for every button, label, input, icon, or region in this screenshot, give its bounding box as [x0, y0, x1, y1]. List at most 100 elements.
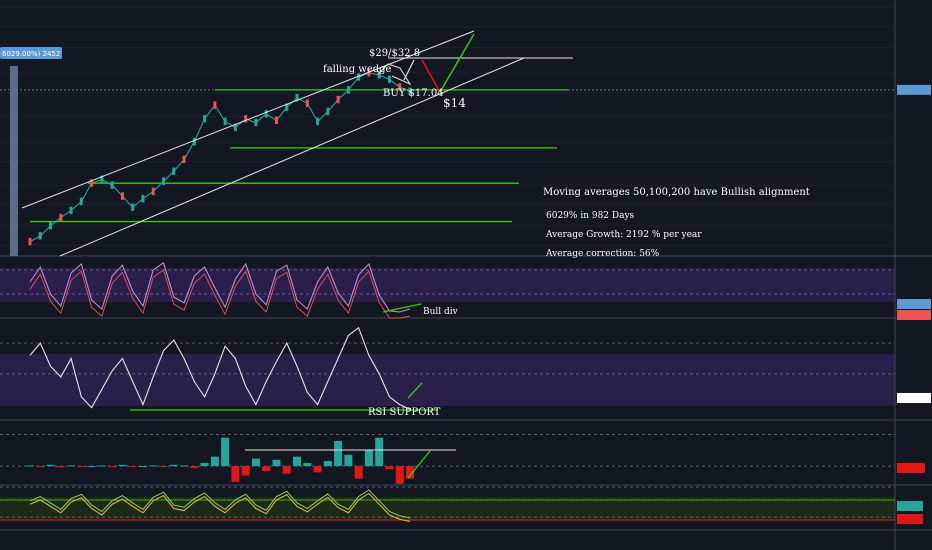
macd-histogram-bar	[272, 459, 281, 467]
rsi-support-note: RSI SUPPORT	[368, 407, 441, 418]
price-candle	[141, 194, 145, 203]
price-candle	[316, 117, 320, 126]
macd-histogram-bar	[138, 466, 147, 468]
osc-series-line	[29, 492, 411, 522]
low-annotation: $14	[443, 96, 466, 110]
trend-drawings	[21, 30, 573, 479]
macd-histogram-bar	[241, 466, 250, 476]
macd-histogram-bar	[36, 466, 45, 468]
macd-histogram-bar	[180, 465, 189, 467]
price-candle	[254, 118, 258, 127]
volume-bar	[10, 66, 18, 256]
price-candle	[357, 73, 361, 81]
price-candle	[192, 137, 196, 146]
price-candle	[377, 71, 381, 79]
macd-histogram-bar	[67, 465, 76, 467]
macd-histogram-bar	[293, 456, 302, 467]
macd-histogram-bar	[200, 462, 209, 467]
macd-histogram-bar	[169, 464, 178, 467]
macd-histogram-bar	[87, 466, 96, 468]
price-candle	[213, 101, 217, 109]
macd-histogram-bar	[282, 466, 291, 474]
indicator-bands	[0, 268, 895, 521]
price-candle	[59, 213, 63, 222]
macd-histogram-bar	[313, 466, 322, 473]
breakout-arrow	[403, 59, 415, 81]
price-candle	[49, 222, 53, 230]
macd-histogram-bar	[46, 464, 55, 467]
macd-histogram-bar	[159, 466, 168, 468]
price-candle	[151, 187, 155, 196]
price-candle	[131, 203, 135, 211]
stochastic-value-tag-bg	[897, 310, 931, 320]
macd-histogram-bar	[303, 462, 312, 467]
macd-histogram-bar	[210, 456, 219, 467]
pattern-annotation: falling wedge	[323, 64, 392, 75]
macd-histogram-bar	[149, 465, 158, 467]
price-readout-badge	[0, 47, 62, 59]
price-candle	[79, 197, 83, 206]
macd-projection-arrow	[407, 450, 431, 479]
rsi-series-line	[29, 326, 411, 410]
oscillator-value-tag-bg	[897, 514, 923, 524]
price-candle	[28, 237, 32, 246]
macd-histogram-bar	[406, 466, 414, 479]
macd-histogram-bar	[231, 466, 240, 482]
oscillator-signal-line	[29, 489, 411, 519]
stochastic-series-line	[29, 261, 411, 313]
macd-value-tag-bg	[897, 463, 925, 473]
macd-histogram-bar	[56, 466, 65, 468]
price-candle	[90, 179, 94, 187]
price-candle	[203, 115, 207, 123]
macd-histogram-bar	[77, 466, 86, 468]
macd-histogram-bar	[190, 466, 199, 468]
macd-histogram-bar	[323, 461, 332, 467]
macd-histogram-bar	[97, 465, 106, 467]
macd-histogram-bar	[334, 440, 343, 467]
stoch-divergence-note: Bull div	[423, 307, 459, 317]
macd-histogram-bar	[395, 466, 404, 484]
falling-wedge-drawing	[377, 63, 412, 86]
price-readout: 6029.00%) 2452	[2, 50, 60, 58]
correction-note: Average correction: 56%	[545, 249, 660, 259]
macd-histogram-bar	[354, 466, 363, 479]
macd-histogram-bar	[385, 466, 394, 470]
price-candle	[223, 117, 227, 126]
price-candle	[346, 86, 350, 94]
price-axis[interactable]	[897, 84, 931, 524]
macd-histogram-bar	[251, 458, 260, 467]
price-candle	[69, 206, 73, 215]
rsi-value-tag-bg	[897, 393, 931, 403]
bull-divergence-line	[382, 303, 422, 313]
price-candle	[274, 116, 278, 125]
support-resistance-levels	[0, 89, 895, 521]
price-candle	[295, 94, 299, 102]
stochastic-signal-line	[29, 269, 411, 319]
price-candle	[244, 115, 248, 123]
macd-histogram-bar	[221, 437, 230, 467]
price-candle	[408, 87, 412, 96]
price-candle	[285, 103, 289, 111]
last-price-tag-bg	[897, 84, 931, 95]
price-candle	[326, 107, 330, 116]
macd-histogram-bar	[262, 466, 271, 472]
price-candle	[398, 83, 402, 91]
gain-note: 6029% in 982 Days	[546, 211, 635, 221]
stochastic-value-tag-bg	[897, 299, 931, 309]
price-candle	[120, 192, 124, 200]
macd-histogram-bar	[128, 466, 137, 468]
price-candle	[387, 75, 391, 84]
channel-lower-line	[59, 57, 525, 257]
price-candle	[367, 69, 371, 77]
channel-upper-line	[21, 30, 475, 209]
price-candle	[233, 123, 237, 132]
target-annotation: $29/$32.8	[369, 48, 420, 59]
rsi-projection-arrow	[407, 382, 423, 399]
macd-histogram-bar	[108, 466, 117, 468]
price-candle	[172, 167, 176, 175]
price-candle	[162, 177, 166, 185]
price-candle	[264, 110, 268, 118]
macd-histogram-bar	[375, 437, 384, 467]
